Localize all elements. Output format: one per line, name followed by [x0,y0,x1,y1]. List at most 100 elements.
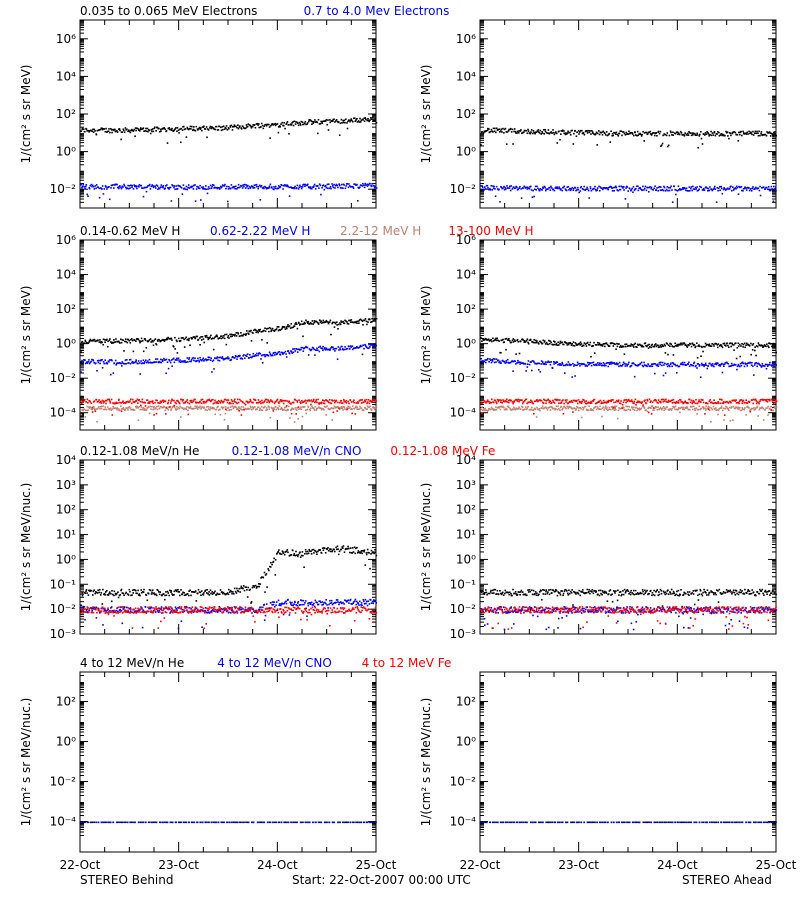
data-point [527,128,529,131]
data-point [717,413,719,416]
data-point [325,184,327,187]
data-point [575,364,577,367]
data-point [563,132,565,135]
data-point [698,135,701,137]
data-point [156,185,159,187]
data-point [692,134,694,136]
data-point [101,185,104,187]
data-point [487,409,490,411]
data-point [168,127,171,129]
data-point [513,130,515,133]
data-point [364,407,367,409]
data-point [164,128,167,130]
data-point [741,134,743,137]
data-point [729,342,732,344]
data-point [114,359,117,362]
data-point [343,184,345,186]
data-point [745,187,747,189]
data-point [96,129,99,132]
data-point [601,415,603,418]
data-point [87,402,89,404]
data-point [482,339,485,341]
data-point [177,129,180,131]
data-point [490,361,493,364]
data-point [294,350,296,352]
data-point [194,405,196,407]
data-point [84,187,86,190]
data-point [601,407,604,410]
data-point [688,408,690,411]
data-point [221,186,223,188]
data-point [346,407,349,410]
data-point [516,362,518,364]
data-point [190,337,192,339]
data-point [153,414,155,416]
data-point [516,186,518,189]
data-point [750,190,753,192]
data-point [506,405,509,408]
data-point [690,405,693,408]
data-point [655,132,658,134]
data-point [669,130,672,133]
data-point [659,130,662,133]
data-point [83,342,85,344]
data-point [627,408,630,411]
data-point [721,346,724,349]
data-point [153,339,155,342]
data-point [98,359,100,362]
data-point [768,363,771,366]
data-point [161,359,164,361]
data-point [336,358,339,360]
data-point [707,343,709,346]
data-point [495,127,498,130]
data-point [179,339,182,342]
data-point [691,342,694,345]
data-point [170,200,173,202]
data-point [199,184,201,187]
data-point [226,401,229,404]
data-point [272,410,275,412]
data-point [152,400,154,402]
data-point [96,359,99,362]
data-point [101,341,103,344]
data-point [240,128,243,130]
data-point [657,346,660,349]
data-point [760,132,762,135]
data-point [556,344,559,346]
data-point [570,344,573,346]
data-point [104,399,107,402]
data-point [94,185,97,187]
data-point [481,131,484,133]
data-point [124,127,127,129]
data-point [540,363,543,365]
data-point [696,413,698,415]
data-point [137,362,139,365]
data-point [620,185,622,188]
data-point [93,407,95,409]
data-point [302,406,305,408]
data-point [750,132,752,134]
data-point [754,346,756,348]
data-point [579,186,582,189]
data-point [315,185,318,187]
data-point [256,122,259,125]
data-point [204,400,206,403]
data-point [136,405,139,408]
data-point [246,355,248,358]
data-point [500,352,502,354]
data-point [275,328,278,330]
data-point [643,406,645,408]
data-point [357,347,360,349]
data-point [211,126,214,129]
data-point [183,361,185,363]
data-point [717,131,719,133]
data-point [702,345,705,348]
data-point [482,408,485,410]
data-point [321,187,323,189]
data-point [80,402,83,404]
data-point [116,341,119,343]
data-point [370,321,372,323]
data-point [595,363,598,366]
data-point [222,401,224,404]
data-point [339,348,342,351]
